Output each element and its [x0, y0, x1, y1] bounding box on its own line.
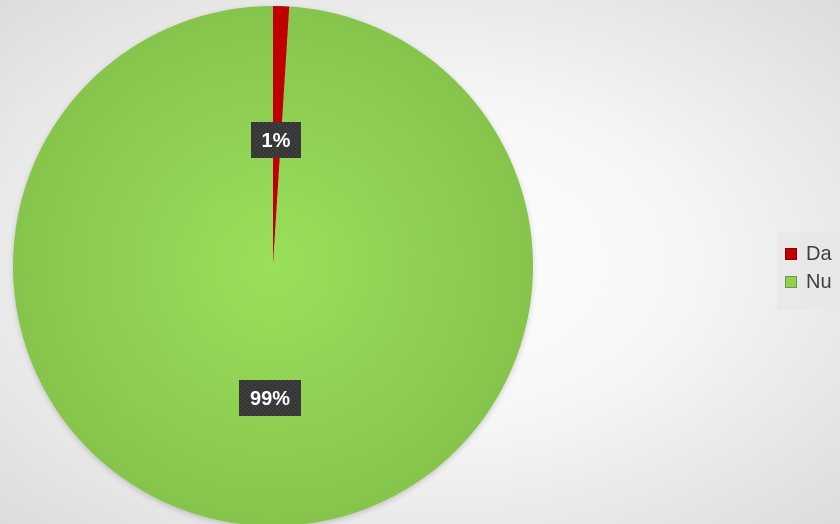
chart-legend: Da Nu	[777, 232, 840, 310]
data-label-nu: 99%	[239, 380, 301, 416]
legend-label-da: Da	[806, 243, 832, 265]
legend-swatch-nu	[785, 276, 797, 288]
legend-item-nu[interactable]: Nu	[785, 268, 840, 296]
data-label-da: 1%	[251, 122, 301, 158]
data-label-box	[239, 380, 301, 416]
data-label-text: 99%	[250, 388, 290, 410]
legend-label-nu: Nu	[806, 271, 832, 293]
pie-slice-nu[interactable]	[13, 6, 533, 524]
legend-swatch-da	[785, 248, 797, 260]
data-label-box	[251, 122, 301, 158]
legend-item-da[interactable]: Da	[785, 240, 840, 268]
data-label-text: 1%	[262, 130, 291, 152]
